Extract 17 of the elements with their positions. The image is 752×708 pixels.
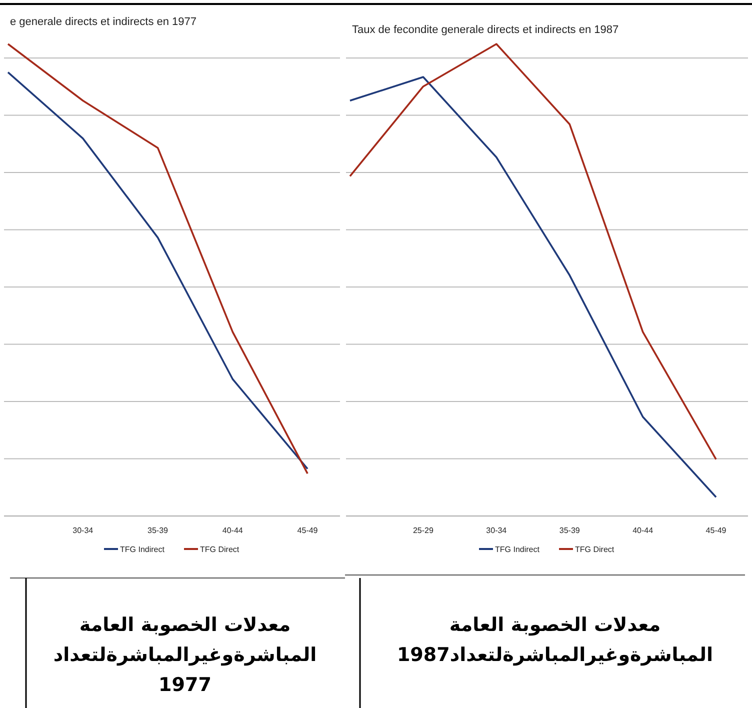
legend-label: TFG Indirect: [495, 545, 540, 554]
x-tick-label: 40-44: [222, 526, 244, 535]
x-tick-label: 30-34: [486, 526, 508, 535]
legend-label: TFG Direct: [200, 545, 240, 554]
x-tick-label: 45-49: [297, 526, 318, 535]
text: معدلات الخصوبة العامة المباشرةوغيرالمباشرةلتعداد 1977: [52, 613, 318, 698]
text: معدلات الخصوبة العامة المباشرةوغيرالمباشرةلتعداد1987: [396, 613, 714, 668]
x-tick-label: 30-34: [72, 526, 94, 535]
x-tick-label: 40-44: [632, 526, 654, 535]
legend-label: TFG Indirect: [120, 545, 166, 554]
x-tick-label: 25-29: [412, 526, 434, 535]
x-tick-label: 35-39: [559, 526, 580, 535]
chart-title: Taux de fecondite generale directs et indirects en 1987: [352, 24, 619, 36]
x-tick-label: 35-39: [148, 526, 169, 535]
legend-label: TFG Direct: [575, 545, 615, 554]
chart-title: e generale directs et indirects en 1977: [10, 16, 197, 28]
x-tick-label: 45-49: [706, 526, 727, 535]
